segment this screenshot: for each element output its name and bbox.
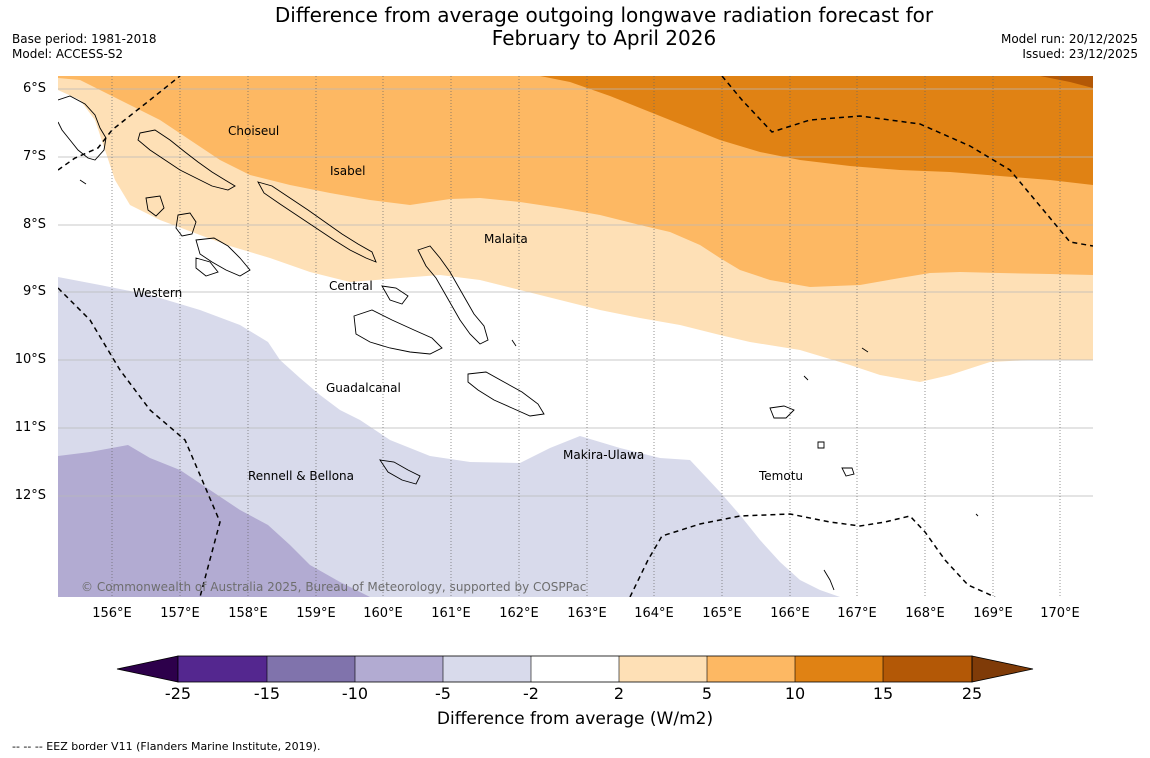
small-islets	[79, 179, 979, 591]
lon-label-162e: 162°E	[499, 606, 539, 621]
title-line-2: February to April 2026	[491, 26, 717, 50]
region-label-isabel: Isabel	[330, 164, 366, 178]
colorbar-segment-5	[531, 656, 619, 682]
colorbar-tick-minus15: -15	[253, 684, 281, 703]
eez-border	[58, 76, 1093, 597]
map-fill-layer	[58, 76, 1093, 597]
makira-island	[467, 371, 545, 417]
lat-label-12s: 12°S	[14, 488, 46, 503]
lon-label-166e: 166°E	[770, 606, 810, 621]
title-line-1: Difference from average outgoing longwav…	[274, 3, 934, 27]
region-label-guadalcanal: Guadalcanal	[326, 381, 401, 395]
base-period: Base period: 1981-2018	[12, 32, 157, 46]
chart-title: Difference from average outgoing longwav…	[0, 4, 1150, 50]
colorbar-tick-minus25: -25	[164, 684, 192, 703]
lat-label-11s: 11°S	[14, 420, 46, 435]
rennell-island	[379, 459, 421, 485]
lat-label-9s: 9°S	[22, 284, 46, 299]
colorbar-segment-1	[178, 656, 267, 682]
lon-label-168e: 168°E	[905, 606, 945, 621]
eez-footnote: -- -- -- EEZ border V11 (Flanders Marine…	[12, 740, 321, 753]
region-label-central: Central	[329, 279, 373, 293]
colorbar-tick-5: 5	[701, 684, 713, 703]
lon-label-161e: 161°E	[431, 606, 471, 621]
coastlines	[58, 95, 979, 591]
lat-label-7s: 7°S	[22, 149, 46, 164]
colorbar-segment-8	[795, 656, 883, 682]
colorbar-segment-2	[267, 656, 355, 682]
bougainville-island	[58, 95, 107, 161]
region-label-western: Western	[133, 286, 183, 300]
colorbar-tick-25: 25	[961, 684, 983, 703]
colorbar-tick-minus5: -5	[435, 684, 451, 703]
region-label-makira-ulawa: Makira-Ulawa	[563, 448, 645, 462]
colorbar-segment-7	[707, 656, 795, 682]
band-10-to-15	[540, 76, 1093, 185]
lat-label-6s: 6°S	[22, 81, 46, 96]
issued-date: Issued: 23/12/2025	[1022, 47, 1138, 61]
lon-label-156e: 156°E	[92, 606, 132, 621]
choiseul-island	[137, 129, 236, 191]
meta-right: Model run: 20/12/2025 Issued: 23/12/2025	[1001, 32, 1138, 62]
band-15-to-25	[1040, 76, 1093, 88]
guadalcanal-island	[353, 309, 443, 355]
lon-label-157e: 157°E	[160, 606, 200, 621]
florida-islands	[381, 285, 409, 305]
santa-isabel-island	[257, 181, 377, 263]
malaita-island	[417, 245, 489, 345]
region-label-choiseul: Choiseul	[228, 124, 280, 138]
lat-label-10s: 10°S	[14, 352, 46, 367]
lon-label-169e: 169°E	[973, 606, 1013, 621]
lon-label-167e: 167°E	[837, 606, 877, 621]
colorbar-low-extend	[116, 655, 179, 683]
colorbar-label: Difference from average (W/m2)	[436, 709, 714, 729]
colorbar-segment-9	[883, 656, 972, 682]
lat-gridlines	[58, 88, 1093, 497]
model-run: Model run: 20/12/2025	[1000, 32, 1138, 46]
region-label-temotu: Temotu	[759, 469, 804, 483]
colorbar-segment-4	[443, 656, 531, 682]
lon-label-158e: 158°E	[228, 606, 268, 621]
colorbar-segment-6	[619, 656, 707, 682]
region-label-rennell-bellona: Rennell & Bellona	[248, 469, 355, 483]
colorbar-tick-minus10: -10	[341, 684, 369, 703]
colorbar-tick-2: 2	[613, 684, 625, 703]
band-minus10-to-minus5	[58, 445, 370, 597]
new-georgia-islands	[145, 195, 251, 277]
lon-label-160e: 160°E	[363, 606, 403, 621]
lat-label-8s: 8°S	[22, 217, 46, 232]
lon-label-159e: 159°E	[296, 606, 336, 621]
santa-cruz-islands	[769, 405, 855, 477]
colorbar-tick-10: 10	[784, 684, 806, 703]
lon-label-164e: 164°E	[634, 606, 674, 621]
colorbar	[116, 655, 1034, 683]
colorbar-segment-3	[355, 656, 443, 682]
band-minus5-to-minus2	[58, 277, 840, 597]
lon-label-170e: 170°E	[1040, 606, 1080, 621]
copyright-notice: © Commonwealth of Australia 2025, Bureau…	[81, 580, 587, 594]
colorbar-high-extend	[971, 655, 1034, 683]
model-name: Model: ACCESS-S2	[12, 47, 124, 61]
colorbar-tick-15: 15	[872, 684, 894, 703]
colorbar-tick-minus2: -2	[523, 684, 539, 703]
region-label-malaita: Malaita	[484, 232, 528, 246]
meta-left: Base period: 1981-2018 Model: ACCESS-S2	[12, 32, 157, 62]
lon-label-163e: 163°E	[567, 606, 607, 621]
lon-label-165e: 165°E	[702, 606, 742, 621]
